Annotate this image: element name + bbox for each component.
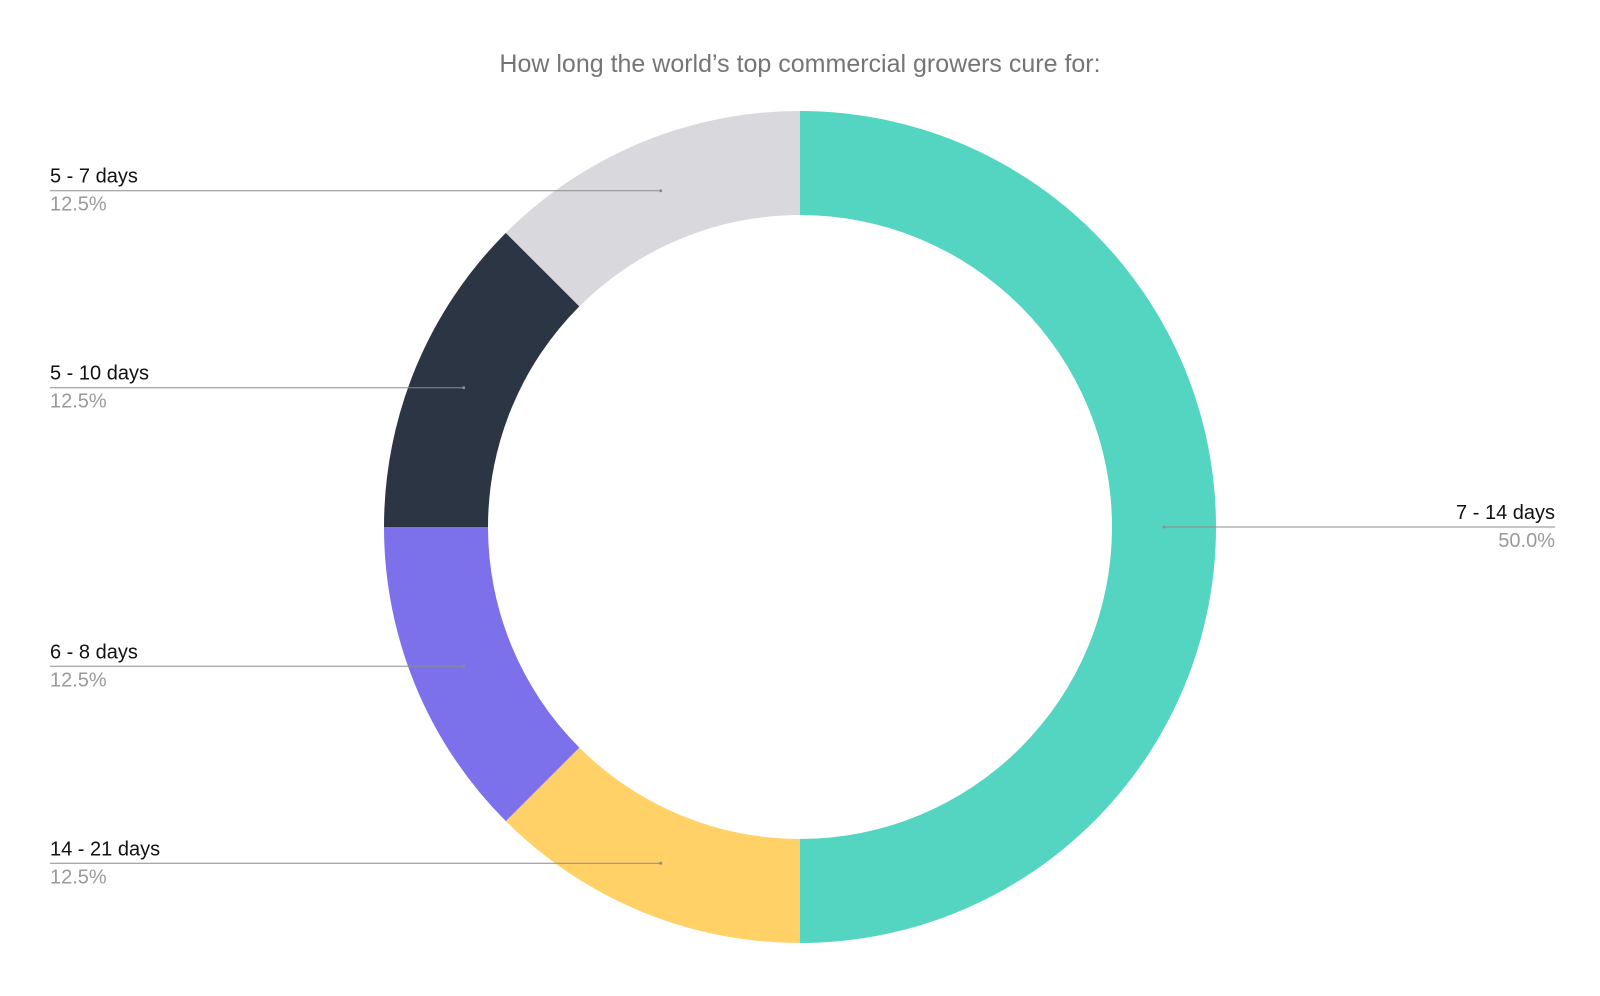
slice-category-label: 5 - 7 days [50, 166, 138, 188]
leader-dot [659, 189, 663, 193]
slice-label-group-5-7-days: 5 - 7 days 12.5% [50, 166, 663, 216]
slice-label-group-14-21-days: 14 - 21 days 12.5% [50, 838, 663, 888]
slice-14-21-days[interactable] [505, 747, 800, 943]
slice-percent-label: 12.5% [50, 391, 107, 413]
slice-5-7-days[interactable] [505, 111, 800, 307]
leader-dot [1162, 525, 1166, 529]
chart-title: How long the world’s top commercial grow… [499, 50, 1100, 78]
slice-6-8-days[interactable] [384, 527, 580, 822]
slices-layer [384, 111, 1216, 943]
slice-5-10-days[interactable] [384, 232, 580, 528]
slice-category-label: 6 - 8 days [50, 641, 138, 663]
leader-dot [659, 861, 663, 865]
slice-label-group-7-14-days: 7 - 14 days 50.0% [1162, 502, 1555, 552]
slice-label-group-5-10-days: 5 - 10 days 12.5% [50, 363, 466, 413]
slice-category-label: 5 - 10 days [50, 363, 149, 385]
slice-category-label: 14 - 21 days [50, 838, 160, 860]
slice-category-label: 7 - 14 days [1456, 502, 1555, 524]
slice-percent-label: 12.5% [50, 669, 107, 691]
slice-percent-label: 50.0% [1498, 530, 1555, 552]
leader-dot [462, 664, 466, 668]
slice-percent-label: 12.5% [50, 866, 107, 888]
slice-percent-label: 12.5% [50, 194, 107, 216]
slice-7-14-days[interactable] [800, 111, 1216, 943]
slice-label-group-6-8-days: 6 - 8 days 12.5% [50, 641, 466, 691]
leader-dot [462, 386, 466, 390]
